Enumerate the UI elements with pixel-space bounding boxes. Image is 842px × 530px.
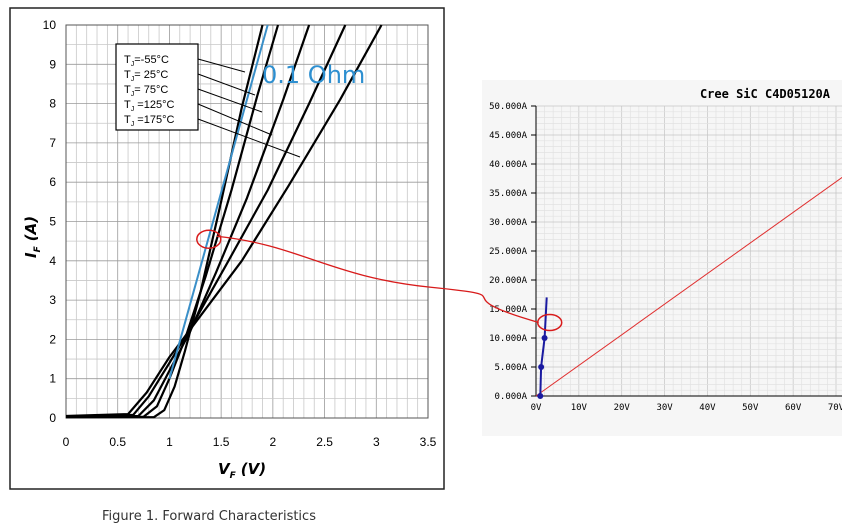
left-y-tick-label: 4	[49, 254, 56, 268]
left-series-line-1	[66, 24, 264, 419]
y-label-unit: (A)	[22, 216, 40, 241]
right-x-tick-label: 30V	[656, 403, 673, 413]
legend-leader-line-2	[197, 73, 256, 96]
left-y-tick-label: 7	[49, 136, 56, 150]
right-chart-frame	[482, 80, 842, 436]
ohm-reference-line	[168, 24, 269, 379]
left-series-line-3	[65, 24, 311, 418]
right-chart-title: Cree SiC C4D05120A	[700, 87, 831, 101]
left-y-axis-label: IF (A)	[22, 216, 43, 258]
right-series-marker	[538, 364, 545, 370]
left-chart-legend: TJ=-55°CTJ= 25°CTJ= 75°CTJ =125°CTJ =175…	[115, 43, 301, 158]
right-x-tick-label: 50V	[742, 403, 759, 413]
right-x-tick-label: 0V	[531, 403, 542, 413]
legend-entry-4: TJ =125°C	[124, 99, 174, 113]
legend-entry-1: TJ=-55°C	[124, 54, 169, 68]
right-series-line-diode	[539, 297, 548, 397]
right-y-tick-label: 5.000A	[494, 363, 527, 373]
figure-caption: Figure 1. Forward Characteristics	[102, 509, 316, 524]
right-x-tick-label: 20V	[614, 403, 631, 413]
legend-entry-3: TJ= 75°C	[124, 84, 168, 98]
right-x-tick-label: 70V	[828, 403, 842, 413]
left-y-tick-label: 6	[49, 175, 56, 189]
left-y-tick-label: 5	[49, 215, 56, 229]
ohm-annotation-label: 0.1 Ohm	[262, 61, 365, 89]
left-x-tick-label: 0.5	[109, 435, 126, 449]
right-y-tick-label: 10.000A	[489, 334, 528, 344]
left-x-tick-label: 1	[166, 435, 173, 449]
right-chart-grid	[535, 105, 842, 397]
left-series-line-4	[65, 24, 347, 418]
right-x-tick-label: 10V	[571, 403, 588, 413]
right-y-tick-label: 20.000A	[489, 276, 528, 286]
right-chart-ticks: 0V 10V 20V 30V 40V 50V 60V 70V 0.000A 5.000A 10.00…	[489, 102, 842, 413]
x-label-sub: F	[230, 471, 237, 481]
right-x-tick-label: 60V	[785, 403, 802, 413]
y-label-main: I	[22, 252, 40, 258]
left-y-tick-label: 0	[49, 411, 56, 425]
right-series-line-resistive	[535, 176, 842, 397]
right-series-marker	[541, 335, 548, 341]
legend-entry-2: TJ= 25°C	[124, 69, 168, 83]
x-label-main: V	[218, 460, 231, 478]
left-chart-series	[65, 24, 383, 419]
left-x-tick-label: 2.5	[316, 435, 333, 449]
left-x-tick-label: 2	[270, 435, 277, 449]
connector-line	[216, 235, 539, 324]
right-y-tick-label: 50.000A	[489, 102, 528, 112]
left-highlight-circle	[196, 229, 222, 249]
left-x-tick-label: 3	[373, 435, 380, 449]
legend-leader-line-1	[197, 58, 246, 73]
legend-leader-line-3	[197, 88, 263, 113]
right-series-marker	[537, 393, 544, 399]
left-x-tick-label: 3.5	[420, 435, 437, 449]
annotation-overlay	[196, 229, 563, 332]
left-x-tick-label: 0	[63, 435, 70, 449]
y-label-sub: F	[33, 245, 43, 252]
right-y-tick-label: 30.000A	[489, 218, 528, 228]
left-chart-ticks: 0 0.5 1 1.5 2 2.5 3 3.5 0 1 2 3 4 5 6 7 8 9 10	[43, 18, 437, 449]
right-y-tick-label: 45.000A	[489, 131, 528, 141]
left-y-tick-label: 8	[49, 97, 56, 111]
left-x-axis-label: VF (V)	[218, 460, 266, 481]
x-label-unit: (V)	[241, 460, 266, 478]
left-y-tick-label: 3	[49, 293, 56, 307]
legend-leader-line-5	[197, 118, 301, 158]
legend-entry-5: TJ =175°C	[124, 114, 174, 128]
right-y-tick-label: 25.000A	[489, 247, 528, 257]
left-y-tick-label: 10	[43, 18, 57, 32]
left-y-tick-label: 2	[49, 332, 56, 346]
right-y-tick-label: 15.000A	[489, 305, 528, 315]
legend-leader-line-4	[197, 103, 273, 136]
right-y-tick-label: 35.000A	[489, 189, 528, 199]
left-y-tick-label: 1	[49, 372, 56, 386]
right-chart-series	[535, 176, 842, 399]
left-series-line-5	[65, 24, 383, 418]
right-y-tick-label: 40.000A	[489, 160, 528, 170]
right-y-tick-label: 0.000A	[494, 392, 527, 402]
left-plot-area	[65, 24, 429, 419]
legend-box	[115, 43, 199, 131]
right-x-tick-label: 40V	[699, 403, 716, 413]
left-x-tick-label: 1.5	[213, 435, 230, 449]
left-y-tick-label: 9	[49, 57, 56, 71]
